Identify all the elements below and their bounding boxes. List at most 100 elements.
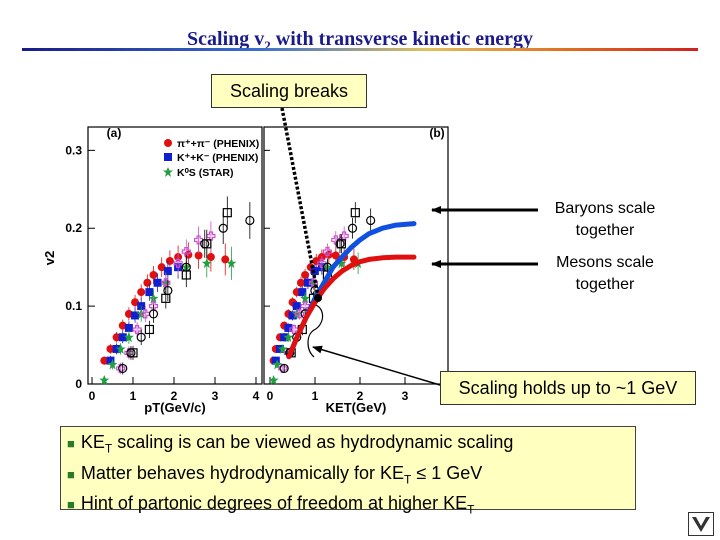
data-point (271, 356, 280, 365)
data-point (284, 323, 293, 332)
data-point (201, 258, 212, 269)
data-point (194, 251, 203, 260)
baryons-note: Baryons scale together (554, 200, 656, 239)
data-point (131, 298, 140, 307)
data-point (226, 258, 237, 269)
data-point (137, 288, 146, 297)
y-tick-label: 0.2 (65, 221, 82, 235)
data-point (181, 270, 191, 280)
data-point (292, 302, 301, 311)
university-logo-icon (688, 512, 714, 536)
slide-title: Scaling v2 with transverse kinetic energ… (187, 28, 533, 53)
x-tick-label: 1 (312, 389, 319, 403)
data-point (164, 139, 172, 147)
data-point (336, 239, 346, 249)
data-point (206, 253, 215, 262)
data-point (148, 301, 159, 311)
data-point (145, 288, 154, 297)
data-point (157, 263, 166, 272)
x-axis-label: pT(GeV/c) (144, 400, 205, 415)
data-point (118, 363, 128, 374)
bullet-square-icon: ■ (67, 436, 75, 451)
bullet-item: ■ KET scaling is can be viewed as hydrody… (67, 432, 514, 456)
data-point (106, 344, 115, 353)
data-point (347, 223, 358, 233)
data-point (173, 258, 183, 268)
data-point (288, 311, 297, 320)
x-tick-label: 2 (357, 389, 364, 403)
y-tick-label: 0.3 (65, 143, 82, 157)
data-point (278, 363, 288, 374)
x-tick-label: 3 (402, 389, 409, 403)
data-point (322, 247, 333, 257)
data-point (222, 208, 232, 218)
data-point (277, 343, 288, 354)
data-point (107, 359, 118, 370)
scaling-holds-callout: Scaling holds up to ~1 GeV (440, 371, 696, 405)
bullet-square-icon: ■ (67, 497, 75, 513)
data-point (317, 258, 327, 268)
x-tick-label: 1 (130, 389, 137, 403)
data-point (296, 278, 305, 287)
data-point (118, 333, 127, 342)
data-point (331, 251, 340, 260)
data-point (339, 231, 349, 241)
scaling-breaks-callout: Scaling breaks (211, 74, 367, 108)
x-tick-label: 2 (171, 389, 178, 403)
mesons-note: Mesons scale together (556, 254, 654, 293)
data-point (291, 308, 302, 319)
x-tick-label: 0 (89, 389, 96, 403)
data-point (366, 215, 376, 226)
data-point (272, 359, 283, 370)
data-point (131, 311, 140, 320)
title-underline (22, 48, 698, 51)
bullet-item: ■ Hint of partonic degrees of freedom at … (67, 493, 475, 517)
panel-label: (a) (107, 126, 122, 140)
data-point (300, 293, 311, 304)
scaling-holds-arrow (312, 345, 441, 386)
data-point (128, 348, 138, 358)
annotation-arrows (280, 107, 538, 386)
data-point (99, 375, 110, 386)
data-point (181, 247, 191, 257)
data-point (245, 215, 255, 226)
y-tick-label: 0.1 (65, 299, 82, 313)
data-point (118, 321, 127, 330)
data-point (149, 270, 158, 279)
data-point (124, 309, 133, 318)
data-point (303, 278, 312, 287)
break-point-dot (314, 294, 322, 302)
data-point (144, 324, 154, 335)
data-point (115, 343, 126, 354)
x-tick-label: 3 (212, 389, 219, 403)
data-point (308, 278, 319, 288)
legend-label: K⁺+K⁻ (PHENIX) (177, 152, 258, 164)
data-point (279, 363, 289, 374)
panel-b: 0 1 2 3 KET(GeV) (b) (263, 126, 451, 415)
data-point (294, 309, 305, 319)
data-point (165, 256, 174, 265)
data-point (143, 278, 152, 287)
data-point (280, 333, 289, 342)
data-point (153, 278, 162, 287)
data-point (202, 239, 212, 249)
data-point (283, 332, 294, 343)
data-point (268, 375, 279, 386)
data-point (112, 333, 121, 342)
summary-box: ■ KET scaling is can be viewed as hydrody… (60, 426, 636, 517)
y-axis-label: v2 (42, 251, 57, 265)
legend-label: π⁺+π⁻ (PHENIX) (177, 138, 259, 150)
data-point (161, 278, 171, 288)
x-tick-label: 0 (267, 389, 274, 403)
data-point (123, 332, 134, 343)
data-point (124, 323, 133, 332)
meson-fit-curve (286, 254, 417, 360)
range-brace (307, 304, 324, 358)
data-point (350, 208, 360, 218)
data-point (298, 288, 307, 297)
x-tick-label: 4 (253, 389, 260, 403)
data-point (163, 267, 172, 276)
data-point (206, 231, 216, 241)
data-point (100, 356, 109, 365)
